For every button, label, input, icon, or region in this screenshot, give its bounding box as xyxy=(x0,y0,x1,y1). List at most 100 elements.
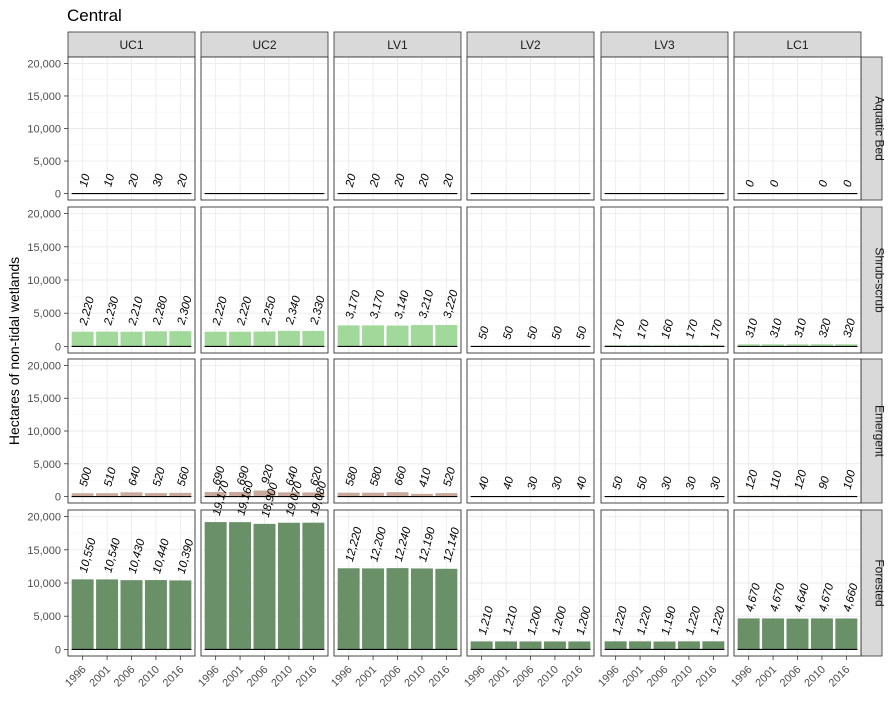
bar-shrub-scrub-lv3-2010 xyxy=(677,345,700,347)
data-label: 160 xyxy=(660,318,677,340)
y-tick-label: 15,000 xyxy=(27,91,61,103)
bar-emergent-uc1-2001 xyxy=(96,493,119,497)
bar-forested-lc1-2006 xyxy=(786,618,809,650)
bar-shrub-scrub-lc1-2016 xyxy=(835,344,858,347)
data-label: 640 xyxy=(127,465,144,487)
data-label: 0 xyxy=(842,178,855,188)
bar-emergent-lv1-2016 xyxy=(435,493,458,497)
data-label: 510 xyxy=(102,466,119,488)
y-tick-label: 0 xyxy=(55,189,61,201)
data-label: 10 xyxy=(102,172,117,188)
panel-border xyxy=(600,56,729,201)
y-tick-label: 10,000 xyxy=(27,426,61,438)
panel-border xyxy=(466,56,595,201)
data-label: 170 xyxy=(635,318,652,340)
data-label: 30 xyxy=(660,475,675,491)
facet-strip-label-uc2: UC2 xyxy=(252,38,276,52)
bar-shrub-scrub-uc2-2016 xyxy=(302,330,325,347)
bar-forested-lc1-2016 xyxy=(835,618,858,650)
facet-strip-uc1 xyxy=(67,31,196,58)
bar-forested-lv1-1996 xyxy=(337,568,360,650)
bar-forested-uc2-2001 xyxy=(229,522,252,650)
bar-forested-lc1-1996 xyxy=(737,618,760,650)
data-label: 920 xyxy=(260,463,277,485)
data-label: 40 xyxy=(477,475,492,491)
data-label: 20 xyxy=(417,172,432,189)
data-label: 560 xyxy=(176,465,193,487)
bar-forested-uc1-2010 xyxy=(144,580,167,650)
bar-forested-lv2-2001 xyxy=(495,641,518,650)
bar-shrub-scrub-lv3-2001 xyxy=(629,345,652,347)
data-label: 20 xyxy=(175,172,190,189)
y-tick-label: 10,000 xyxy=(27,578,61,590)
data-label: 580 xyxy=(344,465,361,487)
y-tick-label: 5,000 xyxy=(33,308,61,320)
bar-forested-lv2-1996 xyxy=(470,641,493,650)
y-tick-label: 10,000 xyxy=(27,275,61,287)
bar-forested-uc2-1996 xyxy=(204,522,227,650)
data-label: 20 xyxy=(441,172,456,189)
data-label: 620 xyxy=(309,465,326,487)
facet-strip-label-lc1: LC1 xyxy=(786,38,808,52)
panel-border xyxy=(67,56,196,201)
panel-border xyxy=(200,56,329,201)
bar-forested-lv1-2001 xyxy=(362,568,385,650)
data-label: 520 xyxy=(151,466,168,488)
bar-emergent-uc1-2006 xyxy=(120,492,143,497)
bar-shrub-scrub-lc1-2006 xyxy=(786,344,809,347)
panel-border xyxy=(333,206,462,354)
y-tick-label: 10,000 xyxy=(27,124,61,136)
bar-shrub-scrub-lv1-1996 xyxy=(337,325,360,347)
bar-forested-uc2-2016 xyxy=(302,522,325,650)
bar-emergent-uc1-2016 xyxy=(169,492,192,497)
data-label: 40 xyxy=(501,475,516,491)
facet-strip-label-lv1: LV1 xyxy=(387,38,408,52)
data-label: 20 xyxy=(393,172,408,189)
panel-border xyxy=(600,206,729,354)
bar-emergent-uc2-2016 xyxy=(302,492,325,497)
data-label: 690 xyxy=(235,465,252,487)
bar-emergent-uc2-2006 xyxy=(253,490,276,497)
data-label: 170 xyxy=(611,318,628,340)
bar-forested-uc2-2006 xyxy=(253,523,276,650)
facet-strip-label-uc1: UC1 xyxy=(119,38,143,52)
bar-shrub-scrub-uc2-1996 xyxy=(204,331,227,347)
row-strip-label-forested: Forested xyxy=(873,559,887,606)
bar-shrub-scrub-lc1-2010 xyxy=(810,344,833,347)
bar-shrub-scrub-uc2-2010 xyxy=(277,330,300,347)
data-label: 690 xyxy=(211,465,228,487)
bar-forested-uc1-2006 xyxy=(120,580,143,650)
panel-border xyxy=(200,358,329,504)
bar-emergent-uc2-1996 xyxy=(204,491,227,497)
data-label: 30 xyxy=(709,475,724,491)
data-label: 110 xyxy=(768,469,784,490)
bar-shrub-scrub-uc1-2006 xyxy=(120,331,143,347)
data-label: 90 xyxy=(817,475,832,491)
bar-shrub-scrub-lc1-2001 xyxy=(762,344,785,347)
bar-emergent-lv1-1996 xyxy=(337,492,360,497)
facet-panels: UC1 UC2 LV1 LV2 LV3 LC1 Aquatic Bed 0 5,000 10,00… xyxy=(27,31,887,689)
bar-forested-lv2-2010 xyxy=(543,641,566,650)
facet-strip-lv1 xyxy=(333,31,462,58)
data-label: 30 xyxy=(151,172,166,188)
panel-border xyxy=(333,358,462,504)
y-tick-label: 15,000 xyxy=(27,545,61,557)
bar-shrub-scrub-lv3-1996 xyxy=(604,345,627,347)
panel-border xyxy=(600,358,729,504)
data-label: 30 xyxy=(684,475,699,491)
bar-shrub-scrub-uc1-2016 xyxy=(169,331,192,347)
bar-forested-uc1-2001 xyxy=(96,579,119,650)
data-label: 20 xyxy=(368,172,383,189)
panel-border xyxy=(466,206,595,354)
bar-forested-lv2-2006 xyxy=(519,641,542,650)
facet-strip-uc2 xyxy=(200,31,329,58)
data-label: 50 xyxy=(635,475,650,491)
row-strip-label-emergent: Emergent xyxy=(873,405,887,458)
y-tick-label: 5,000 xyxy=(33,156,61,168)
y-tick-label: 20,000 xyxy=(27,512,61,524)
data-label: 310 xyxy=(793,317,810,339)
bar-forested-lc1-2010 xyxy=(810,618,833,650)
panel-border xyxy=(67,358,196,504)
data-label: 30 xyxy=(550,475,565,491)
